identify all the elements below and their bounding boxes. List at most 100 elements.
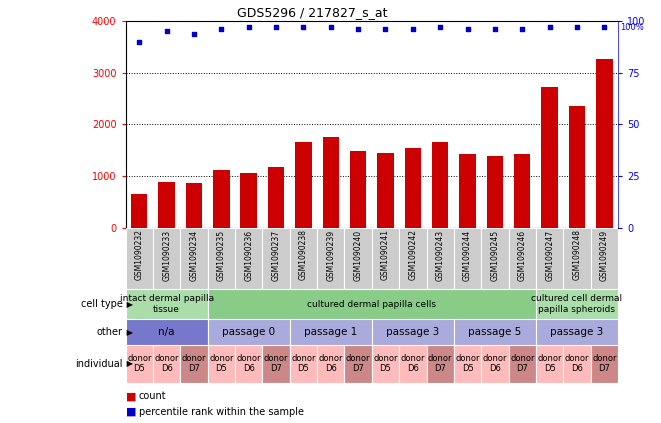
Bar xyxy=(344,345,371,383)
Bar xyxy=(241,173,257,228)
Bar xyxy=(290,319,371,345)
Bar xyxy=(371,319,454,345)
Text: individual: individual xyxy=(75,359,123,369)
Point xyxy=(298,24,309,31)
Point xyxy=(243,24,254,31)
Text: GSM1090235: GSM1090235 xyxy=(217,229,226,280)
Text: ■: ■ xyxy=(126,391,136,401)
Text: donor
D5: donor D5 xyxy=(455,354,480,374)
Text: donor
D6: donor D6 xyxy=(401,354,425,374)
Bar xyxy=(591,345,618,383)
Point xyxy=(545,24,555,31)
Text: 100%: 100% xyxy=(620,23,644,32)
Text: percentile rank within the sample: percentile rank within the sample xyxy=(139,407,304,417)
Text: GDS5296 / 217827_s_at: GDS5296 / 217827_s_at xyxy=(237,6,388,19)
Text: donor
D6: donor D6 xyxy=(319,354,343,374)
Bar xyxy=(536,289,618,319)
Text: donor
D7: donor D7 xyxy=(428,354,453,374)
Bar xyxy=(317,345,344,383)
Text: GSM1090234: GSM1090234 xyxy=(190,229,198,280)
Bar xyxy=(514,154,531,228)
Bar xyxy=(159,182,175,228)
Bar xyxy=(180,228,208,289)
Text: ▶: ▶ xyxy=(124,327,133,337)
Bar xyxy=(563,228,591,289)
Text: GSM1090243: GSM1090243 xyxy=(436,229,445,280)
Bar xyxy=(323,137,339,228)
Text: GSM1090239: GSM1090239 xyxy=(327,229,335,280)
Point xyxy=(435,24,446,31)
Text: donor
D7: donor D7 xyxy=(346,354,370,374)
Bar xyxy=(180,345,208,383)
Point xyxy=(380,26,391,33)
Text: passage 1: passage 1 xyxy=(304,327,358,337)
Bar xyxy=(208,319,290,345)
Text: passage 3: passage 3 xyxy=(386,327,440,337)
Point xyxy=(216,26,227,33)
Bar xyxy=(126,319,208,345)
Bar xyxy=(235,228,262,289)
Text: ▶: ▶ xyxy=(124,299,133,309)
Text: GSM1090237: GSM1090237 xyxy=(272,229,280,280)
Bar xyxy=(268,167,284,228)
Point xyxy=(572,24,582,31)
Bar xyxy=(371,228,399,289)
Bar xyxy=(426,345,454,383)
Text: donor
D7: donor D7 xyxy=(264,354,288,374)
Point xyxy=(517,26,527,33)
Bar xyxy=(235,345,262,383)
Bar xyxy=(508,228,536,289)
Bar xyxy=(213,170,229,228)
Bar xyxy=(563,345,591,383)
Bar xyxy=(454,345,481,383)
Text: cell type: cell type xyxy=(81,299,123,309)
Point xyxy=(599,24,609,31)
Bar xyxy=(153,228,180,289)
Text: GSM1090247: GSM1090247 xyxy=(545,229,554,280)
Text: donor
D5: donor D5 xyxy=(291,354,316,374)
Text: donor
D6: donor D6 xyxy=(564,354,589,374)
Point xyxy=(462,26,473,33)
Text: GSM1090245: GSM1090245 xyxy=(490,229,500,280)
Bar xyxy=(486,156,503,228)
Text: passage 5: passage 5 xyxy=(468,327,522,337)
Bar xyxy=(295,143,311,228)
Text: n/a: n/a xyxy=(159,327,175,337)
Bar xyxy=(536,228,563,289)
Bar xyxy=(568,106,585,228)
Bar xyxy=(508,345,536,383)
Point xyxy=(134,38,145,45)
Bar xyxy=(481,345,508,383)
Bar xyxy=(126,345,153,383)
Text: donor
D5: donor D5 xyxy=(209,354,233,374)
Text: donor
D5: donor D5 xyxy=(127,354,151,374)
Bar xyxy=(399,228,426,289)
Point xyxy=(188,30,199,37)
Bar xyxy=(481,228,508,289)
Text: donor
D6: donor D6 xyxy=(483,354,507,374)
Point xyxy=(353,26,364,33)
Text: GSM1090244: GSM1090244 xyxy=(463,229,472,280)
Text: GSM1090238: GSM1090238 xyxy=(299,229,308,280)
Bar xyxy=(591,228,618,289)
Text: ▶: ▶ xyxy=(124,359,133,368)
Bar xyxy=(344,228,371,289)
Bar xyxy=(350,151,366,228)
Bar xyxy=(541,87,558,228)
Text: GSM1090233: GSM1090233 xyxy=(162,229,171,280)
Bar xyxy=(454,319,536,345)
Bar xyxy=(290,228,317,289)
Text: donor
D6: donor D6 xyxy=(237,354,261,374)
Point xyxy=(161,28,172,35)
Text: GSM1090236: GSM1090236 xyxy=(244,229,253,280)
Text: cultured cell dermal
papilla spheroids: cultured cell dermal papilla spheroids xyxy=(531,294,623,314)
Text: count: count xyxy=(139,391,167,401)
Bar xyxy=(426,228,454,289)
Bar xyxy=(317,228,344,289)
Bar xyxy=(290,345,317,383)
Text: GSM1090249: GSM1090249 xyxy=(600,229,609,280)
Bar xyxy=(536,345,563,383)
Point xyxy=(408,26,418,33)
Text: GSM1090241: GSM1090241 xyxy=(381,229,390,280)
Text: donor
D7: donor D7 xyxy=(182,354,206,374)
